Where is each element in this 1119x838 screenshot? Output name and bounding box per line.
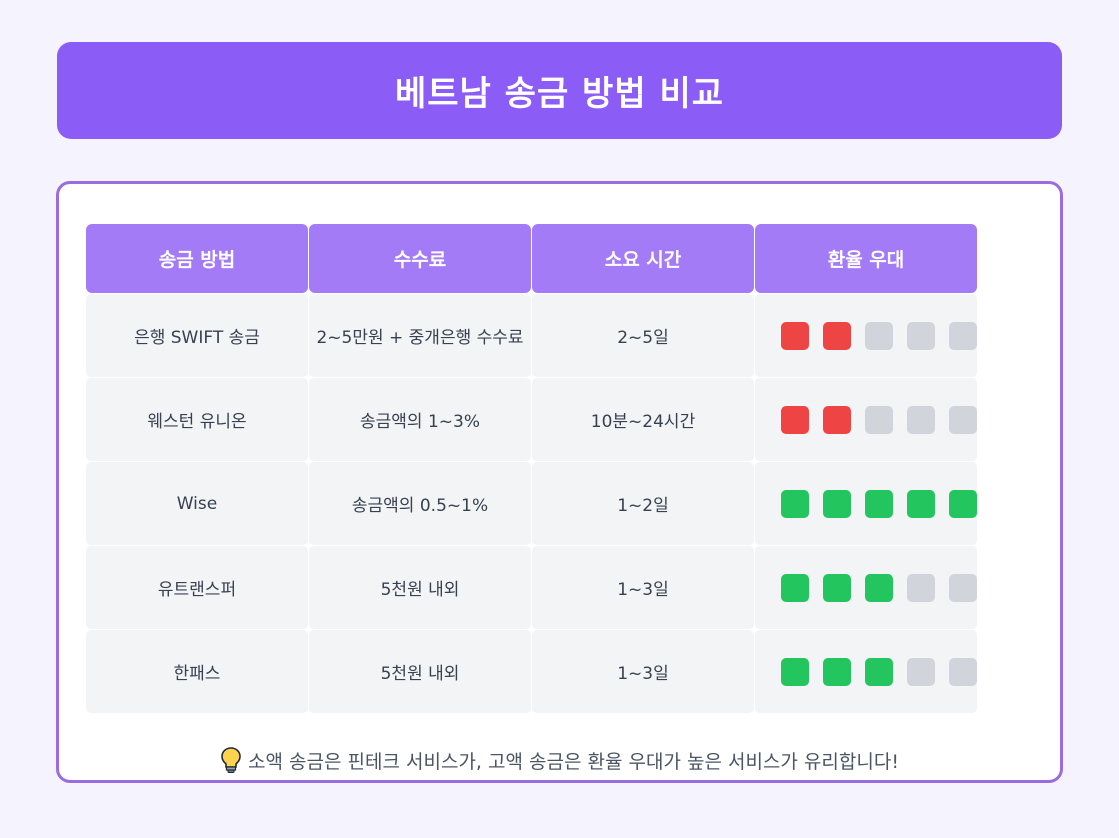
rating-dot-filled xyxy=(781,657,809,686)
table-row: 웨스턴 유니온 송금액의 1~3% 10분~24시간 xyxy=(86,378,977,461)
cell-fee: 송금액의 0.5~1% xyxy=(309,462,531,545)
cell-time: 1~2일 xyxy=(532,462,754,545)
rating-dot-filled xyxy=(823,321,851,350)
cell-fee: 5천원 내외 xyxy=(309,546,531,629)
table-row: 한패스 5천원 내외 1~3일 xyxy=(86,630,977,713)
column-header-time: 소요 시간 xyxy=(532,224,754,293)
rating-dot-filled xyxy=(823,573,851,602)
rating-dot-empty xyxy=(865,405,893,434)
cell-rate-rating xyxy=(755,630,977,713)
cell-time: 1~3일 xyxy=(532,546,754,629)
cell-time: 10분~24시간 xyxy=(532,378,754,461)
lightbulb-icon xyxy=(221,747,241,773)
cell-time: 2~5일 xyxy=(532,294,754,377)
rating-dot-filled xyxy=(907,489,935,518)
cell-rate-rating xyxy=(755,294,977,377)
column-header-fee: 수수료 xyxy=(309,224,531,293)
table-header: 송금 방법 수수료 소요 시간 환율 우대 xyxy=(86,224,977,293)
rating-dot-empty xyxy=(907,573,935,602)
table-row: 유트랜스퍼 5천원 내외 1~3일 xyxy=(86,546,977,629)
page-title: 베트남 송금 방법 비교 xyxy=(394,74,725,114)
rating-dot-empty xyxy=(949,573,977,602)
table-row: Wise 송금액의 0.5~1% 1~2일 xyxy=(86,462,977,545)
cell-rate-rating xyxy=(755,462,977,545)
rating-dot-filled xyxy=(781,573,809,602)
rating-dot-filled xyxy=(865,573,893,602)
rating-dot-filled xyxy=(781,321,809,350)
rating-dot-empty xyxy=(865,321,893,350)
tip-banner: 소액 송금은 핀테크 서비스가, 고액 송금은 환율 우대가 높은 서비스가 유… xyxy=(59,746,1060,774)
column-header-rate: 환율 우대 xyxy=(755,224,977,293)
rating-dot-filled xyxy=(781,405,809,434)
rating-dot-filled xyxy=(823,405,851,434)
table-body: 은행 SWIFT 송금 2~5만원 + 중개은행 수수료 2~5일 웨스턴 유니온 송금… xyxy=(86,294,977,713)
rating-dot-empty xyxy=(949,321,977,350)
cell-rate-rating xyxy=(755,546,977,629)
cell-time: 1~3일 xyxy=(532,630,754,713)
cell-fee: 송금액의 1~3% xyxy=(309,378,531,461)
comparison-card: 송금 방법 수수료 소요 시간 환율 우대 은행 SWIFT 송금 2~5만원 +… xyxy=(56,181,1063,783)
rating-dot-empty xyxy=(949,657,977,686)
rating-dot-filled xyxy=(865,657,893,686)
rating-dot-filled xyxy=(949,489,977,518)
rating-dot-empty xyxy=(949,405,977,434)
rating-dot-filled xyxy=(781,489,809,518)
cell-rate-rating xyxy=(755,378,977,461)
rating-dot-filled xyxy=(865,489,893,518)
cell-method: 유트랜스퍼 xyxy=(86,546,308,629)
rating-dot-filled xyxy=(823,657,851,686)
rating-dot-empty xyxy=(907,657,935,686)
comparison-table: 송금 방법 수수료 소요 시간 환율 우대 은행 SWIFT 송금 2~5만원 +… xyxy=(86,224,977,713)
tip-text: 소액 송금은 핀테크 서비스가, 고액 송금은 환율 우대가 높은 서비스가 유… xyxy=(248,750,899,773)
cell-fee: 2~5만원 + 중개은행 수수료 xyxy=(309,294,531,377)
cell-method: 웨스턴 유니온 xyxy=(86,378,308,461)
cell-fee: 5천원 내외 xyxy=(309,630,531,713)
cell-method: 은행 SWIFT 송금 xyxy=(86,294,308,377)
cell-method: Wise xyxy=(86,462,308,545)
rating-dot-empty xyxy=(907,321,935,350)
rating-dot-empty xyxy=(907,405,935,434)
rating-dot-filled xyxy=(823,489,851,518)
column-header-method: 송금 방법 xyxy=(86,224,308,293)
cell-method: 한패스 xyxy=(86,630,308,713)
page-header: 베트남 송금 방법 비교 xyxy=(57,42,1062,139)
table-row: 은행 SWIFT 송금 2~5만원 + 중개은행 수수료 2~5일 xyxy=(86,294,977,377)
